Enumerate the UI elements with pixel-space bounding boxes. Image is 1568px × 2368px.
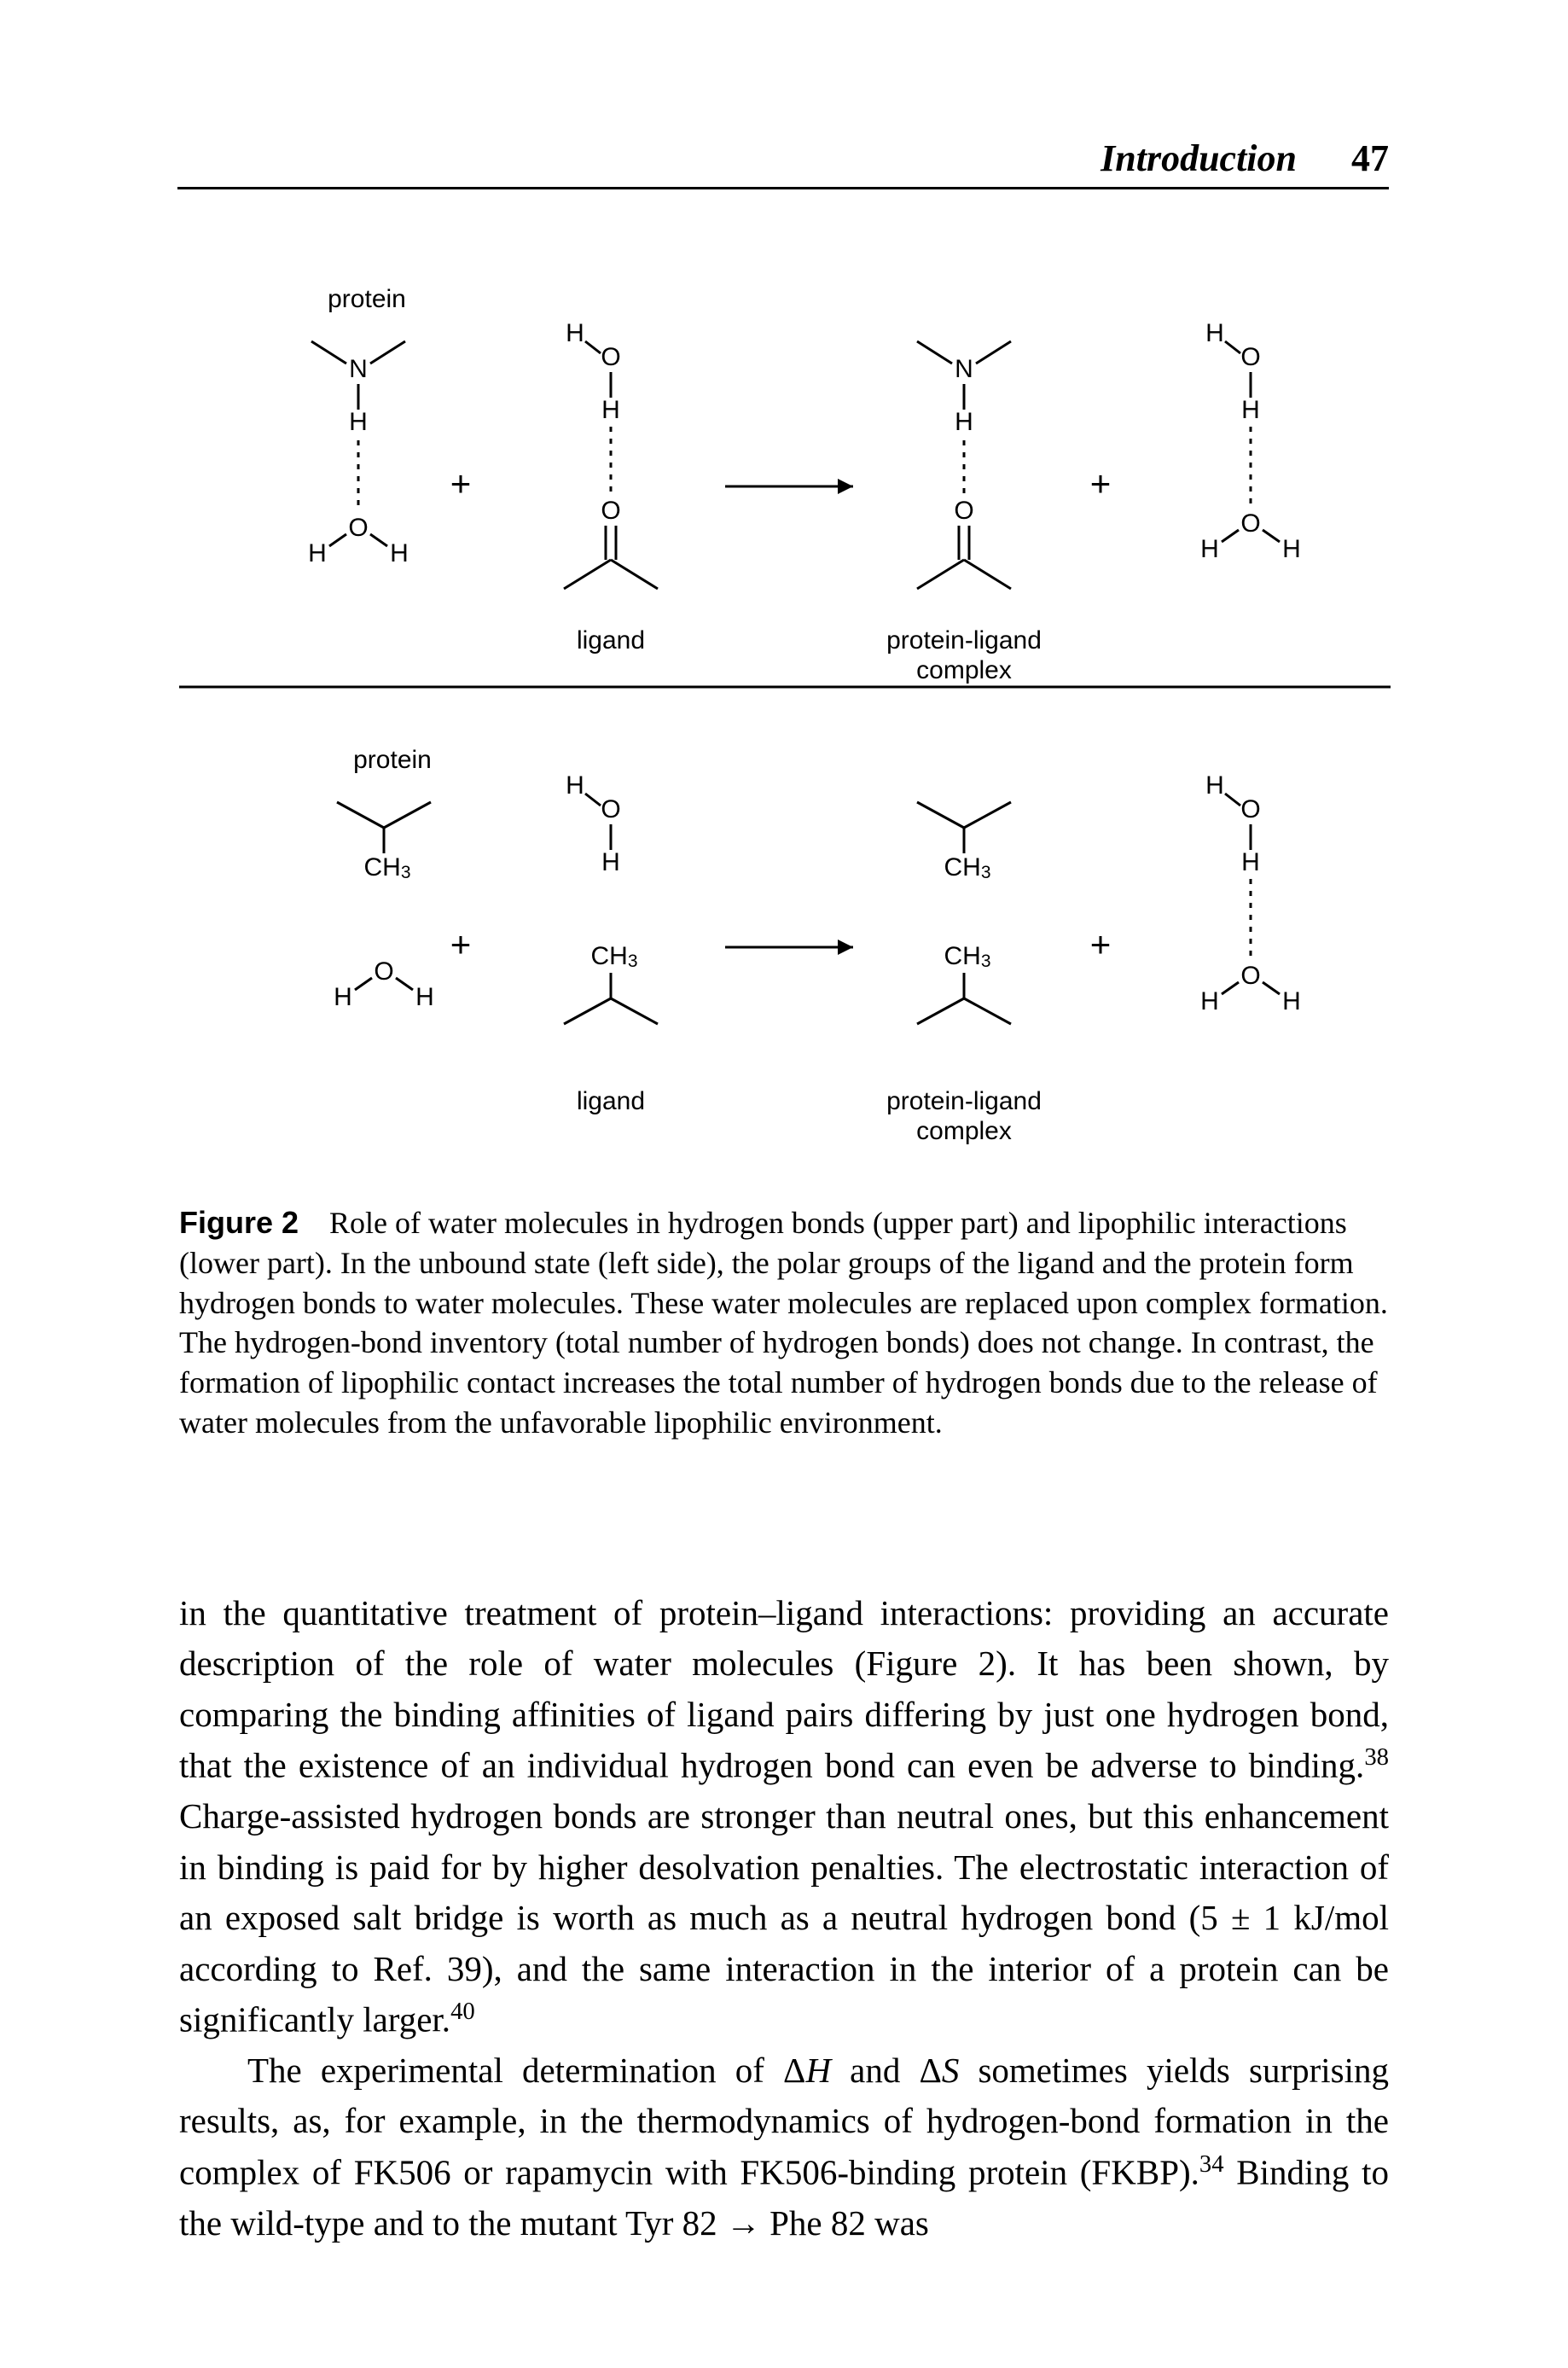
svg-text:O: O (954, 497, 973, 525)
caption-lead: Figure 2 (179, 1205, 299, 1240)
svg-text:+: + (1090, 463, 1112, 503)
svg-text:H: H (1205, 319, 1224, 347)
svg-text:+: + (1090, 924, 1112, 964)
svg-text:H: H (1200, 535, 1219, 563)
svg-text:O: O (1240, 795, 1260, 823)
svg-text:O: O (601, 343, 620, 371)
svg-text:H: H (566, 771, 584, 800)
svg-text:protein-ligand: protein-ligand (886, 626, 1042, 655)
page: Introduction 47 proteinNHHOH+HOHOligandN… (0, 0, 1568, 2368)
svg-text:O: O (1240, 343, 1260, 371)
svg-text:complex: complex (916, 1117, 1012, 1145)
section-title: Introduction (1101, 137, 1297, 179)
svg-text:H: H (1205, 771, 1224, 800)
svg-text:H: H (1282, 987, 1301, 1015)
svg-text:+: + (450, 924, 472, 964)
svg-text:H: H (390, 539, 409, 567)
svg-text:N: N (349, 355, 368, 383)
svg-text:H: H (566, 319, 584, 347)
svg-text:N: N (955, 355, 973, 383)
svg-text:ligand: ligand (577, 626, 645, 655)
figure-svg: proteinNHHOH+HOHOligandNHOprotein-ligand… (179, 205, 1391, 1186)
svg-text:O: O (1240, 509, 1260, 538)
paragraph-1: in the quantitative treatment of protein… (179, 1588, 1389, 2045)
svg-text:CH3: CH3 (363, 853, 410, 882)
caption-text: Role of water molecules in hydrogen bond… (179, 1206, 1388, 1440)
svg-text:CH3: CH3 (944, 942, 990, 971)
svg-text:H: H (601, 396, 620, 424)
paragraph-2: The experimental determination of ΔH and… (179, 2045, 1389, 2249)
svg-text:H: H (601, 848, 620, 876)
body-text: in the quantitative treatment of protein… (179, 1588, 1389, 2249)
svg-text:H: H (1241, 396, 1260, 424)
svg-text:H: H (349, 408, 368, 436)
page-number: 47 (1351, 137, 1389, 179)
svg-text:H: H (1282, 535, 1301, 563)
running-head: Introduction 47 (177, 137, 1389, 189)
figure-caption: Figure 2 Role of water molecules in hydr… (179, 1203, 1389, 1443)
svg-text:protein: protein (353, 746, 432, 774)
svg-text:H: H (955, 408, 973, 436)
svg-text:CH3: CH3 (944, 853, 990, 882)
svg-text:H: H (334, 983, 352, 1011)
svg-text:H: H (308, 539, 327, 567)
svg-text:O: O (1240, 962, 1260, 990)
svg-text:O: O (348, 514, 368, 542)
svg-text:H: H (415, 983, 434, 1011)
svg-text:H: H (1241, 848, 1260, 876)
svg-text:CH3: CH3 (590, 942, 637, 971)
svg-text:O: O (601, 497, 620, 525)
svg-text:H: H (1200, 987, 1219, 1015)
svg-text:complex: complex (916, 656, 1012, 684)
svg-text:+: + (450, 463, 472, 503)
svg-text:O: O (374, 957, 393, 986)
figure-2: proteinNHHOH+HOHOligandNHOprotein-ligand… (179, 205, 1391, 1186)
svg-text:protein-ligand: protein-ligand (886, 1087, 1042, 1115)
svg-text:O: O (601, 795, 620, 823)
svg-text:protein: protein (328, 285, 406, 313)
svg-text:ligand: ligand (577, 1087, 645, 1115)
